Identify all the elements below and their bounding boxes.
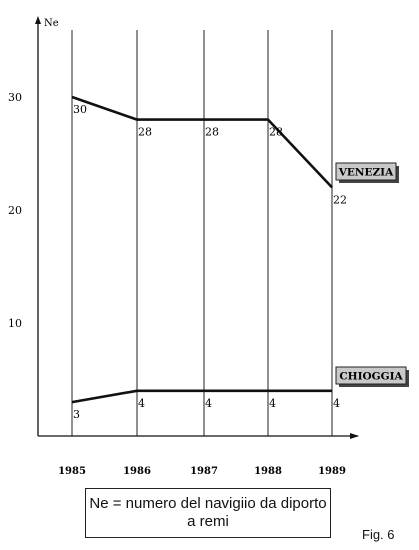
series-name-tags: VENEZIA CHIOGGIA: [335, 162, 409, 387]
point-label-chioggia-1989: 4: [333, 397, 340, 410]
series-lines: [71, 95, 333, 404]
y-tick-30: 30: [8, 91, 22, 104]
series-line-chioggia: [71, 389, 332, 404]
x-tick-1987: 1987: [190, 466, 218, 477]
point-label-venezia-1986: 28: [138, 126, 152, 139]
point-label-venezia-1989: 22: [333, 193, 347, 206]
x-axis-arrow: [350, 433, 359, 439]
tag-box-venezia: [335, 162, 397, 181]
line-chart: 10 20 30 1985 1986 1987 1988 1989 30 28 28 28 22 3 4…: [8, 16, 409, 477]
tag-label-venezia: VENEZIA: [338, 167, 394, 179]
point-label-venezia-1987: 28: [205, 126, 219, 139]
x-tick-1986: 1986: [123, 466, 151, 477]
y-tick-labels: 10 20 30: [8, 91, 22, 330]
point-label-chioggia-1988: 4: [269, 397, 276, 410]
x-tick-1985: 1985: [58, 466, 86, 477]
y-axis-arrow: [35, 16, 41, 24]
figure-label: Fig. 6: [362, 527, 395, 542]
point-label-venezia-1985: 30: [73, 103, 87, 116]
x-tick-1989: 1989: [318, 466, 346, 477]
y-tick-20: 20: [8, 204, 22, 217]
point-labels: 30 28 28 28 22 3 4 4 4 4: [73, 103, 347, 421]
point-label-chioggia-1987: 4: [205, 397, 212, 410]
caption-box: Ne = numero del navigiio da diporto a re…: [85, 488, 331, 538]
x-tick-1988: 1988: [254, 466, 282, 477]
series-line-venezia: [71, 95, 333, 189]
tag-box-chioggia: [335, 366, 407, 385]
point-label-chioggia-1985: 3: [73, 408, 80, 421]
caption-line-2: a remi: [187, 513, 229, 530]
vertical-gridlines: [71, 30, 333, 436]
tag-label-chioggia: CHIOGGIA: [339, 371, 403, 383]
y-axis-label: Ne: [44, 18, 59, 29]
point-label-chioggia-1986: 4: [138, 397, 145, 410]
point-label-venezia-1988: 28: [269, 126, 283, 139]
caption-line-1: Ne = numero del navigiio da diporto: [89, 495, 327, 512]
axes: [35, 16, 359, 439]
y-tick-10: 10: [8, 317, 22, 330]
x-tick-labels: 1985 1986 1987 1988 1989: [58, 466, 346, 477]
